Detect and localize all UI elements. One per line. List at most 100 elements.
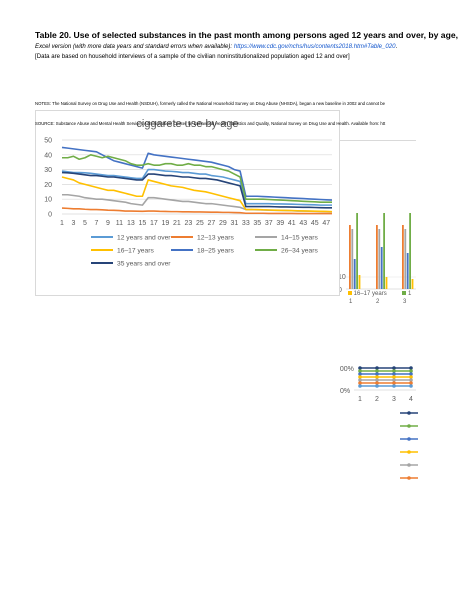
series-line[interactable] bbox=[61, 207, 332, 215]
dots-marker[interactable] bbox=[375, 378, 379, 382]
excel-prefix: Excel version (with more data years and … bbox=[35, 43, 233, 50]
partial-bar-chart[interactable]: 10 0 bbox=[340, 205, 420, 295]
x-tick-label: 39 bbox=[276, 220, 284, 227]
partial-dot-line-chart[interactable]: 100% 0% 1 2 3 4 bbox=[340, 355, 420, 495]
bar[interactable] bbox=[383, 213, 385, 289]
series-line[interactable] bbox=[61, 171, 332, 209]
dots-marker[interactable] bbox=[358, 366, 362, 370]
dots-legend-marker bbox=[407, 463, 411, 467]
dots-marker[interactable] bbox=[358, 372, 362, 376]
x-tick-label: 13 bbox=[127, 220, 135, 227]
bar-legend-label-2: 1 bbox=[408, 291, 412, 297]
y-tick-label: 30 bbox=[44, 167, 52, 174]
excel-version-line: Excel version (with more data years and … bbox=[35, 43, 397, 50]
excel-link[interactable]: https://www.cdc.gov/nchs/hus/contents201… bbox=[233, 43, 396, 50]
bar-legend-swatch-1 bbox=[348, 291, 352, 295]
dots-marker[interactable] bbox=[409, 369, 413, 373]
dots-marker[interactable] bbox=[392, 366, 396, 370]
dots-marker[interactable] bbox=[375, 375, 379, 379]
main-line-chart[interactable]: ciggarete use by age 0 10 20 30 40 50 1 3 5 7 9 11 1… bbox=[35, 110, 340, 296]
bar[interactable] bbox=[378, 229, 381, 289]
bar-x-label: 2 bbox=[376, 299, 380, 305]
x-tick-label: 29 bbox=[219, 220, 227, 227]
bar[interactable] bbox=[349, 225, 351, 289]
bar[interactable] bbox=[385, 277, 388, 289]
series-line[interactable] bbox=[61, 168, 332, 206]
bar[interactable] bbox=[380, 247, 383, 289]
dots-y-tick: 0% bbox=[340, 388, 350, 395]
bar[interactable] bbox=[356, 213, 358, 289]
dots-legend-marker bbox=[407, 411, 411, 415]
bar[interactable] bbox=[404, 229, 407, 289]
dots-marker[interactable] bbox=[392, 381, 396, 385]
y-tick-label: 0 bbox=[48, 212, 52, 219]
dots-marker[interactable] bbox=[392, 369, 396, 373]
y-tick-label: 10 bbox=[44, 197, 52, 204]
x-tick-label: 41 bbox=[288, 220, 296, 227]
bar-y-tick: 10 bbox=[340, 274, 346, 281]
legend-label: 12 years and over bbox=[117, 235, 171, 242]
source-text: SOURCE: Substance Abuse and Mental Healt… bbox=[35, 121, 386, 126]
dots-marker[interactable] bbox=[409, 366, 413, 370]
bar[interactable] bbox=[406, 253, 409, 289]
dots-marker[interactable] bbox=[409, 378, 413, 382]
partial-bar-legend: 16–17 years 1 bbox=[348, 291, 411, 297]
x-tick-label: 45 bbox=[311, 220, 319, 227]
x-tick-label: 9 bbox=[106, 220, 110, 227]
dots-marker[interactable] bbox=[409, 375, 413, 379]
x-tick-label: 43 bbox=[299, 220, 307, 227]
dots-marker[interactable] bbox=[409, 384, 413, 388]
bar[interactable] bbox=[376, 225, 378, 289]
bar[interactable] bbox=[353, 259, 356, 289]
series-line[interactable] bbox=[61, 176, 333, 213]
dots-marker[interactable] bbox=[375, 384, 379, 388]
dots-marker[interactable] bbox=[358, 369, 362, 373]
dots-marker[interactable] bbox=[358, 378, 362, 382]
dots-marker[interactable] bbox=[392, 372, 396, 376]
bar-x-label: 3 bbox=[403, 299, 407, 305]
dots-x-label: 2 bbox=[375, 396, 379, 403]
dots-marker[interactable] bbox=[375, 369, 379, 373]
x-tick-label: 19 bbox=[162, 220, 170, 227]
dots-marker[interactable] bbox=[392, 375, 396, 379]
dots-y-tick: 100% bbox=[340, 366, 354, 373]
dots-marker[interactable] bbox=[375, 372, 379, 376]
dots-marker[interactable] bbox=[375, 381, 379, 385]
dots-marker[interactable] bbox=[358, 384, 362, 388]
chart-title: ciggarete use by age bbox=[136, 118, 239, 130]
series-line[interactable] bbox=[62, 153, 332, 203]
x-tick-label: 47 bbox=[322, 220, 330, 227]
dots-marker[interactable] bbox=[392, 384, 396, 388]
dots-marker[interactable] bbox=[358, 375, 362, 379]
dots-marker[interactable] bbox=[409, 372, 413, 376]
hidden-chart-edge bbox=[340, 140, 416, 141]
x-tick-label: 25 bbox=[196, 220, 204, 227]
bar[interactable] bbox=[409, 213, 411, 289]
legend-label: 35 years and over bbox=[117, 261, 171, 268]
x-tick-label: 15 bbox=[139, 220, 147, 227]
dots-marker[interactable] bbox=[409, 381, 413, 385]
y-tick-label: 50 bbox=[44, 138, 52, 145]
x-tick-label: 3 bbox=[72, 220, 76, 227]
x-tick-label: 11 bbox=[116, 220, 123, 227]
x-tick-label: 23 bbox=[184, 220, 192, 227]
excel-suffix: . bbox=[395, 43, 398, 50]
bar-legend-swatch-2 bbox=[402, 291, 407, 295]
bar[interactable] bbox=[402, 225, 404, 289]
x-tick-label: 31 bbox=[230, 220, 238, 227]
legend-label: 12–13 years bbox=[197, 235, 234, 242]
legend-label: 18–25 years bbox=[197, 248, 234, 255]
dots-marker[interactable] bbox=[375, 366, 379, 370]
partial-bar-x-labels: 1 2 3 bbox=[349, 299, 406, 305]
x-tick-label: 1 bbox=[60, 220, 64, 227]
dots-marker[interactable] bbox=[392, 378, 396, 382]
bar[interactable] bbox=[358, 275, 361, 289]
x-tick-label: 35 bbox=[253, 220, 261, 227]
bar[interactable] bbox=[351, 229, 354, 289]
x-tick-label: 17 bbox=[150, 220, 158, 227]
data-basis-note: [Data are based on household interviews … bbox=[35, 53, 350, 60]
legend-label: 26–34 years bbox=[281, 248, 318, 255]
dots-marker[interactable] bbox=[358, 381, 362, 385]
bar[interactable] bbox=[411, 279, 414, 289]
dots-legend-marker bbox=[407, 437, 411, 441]
